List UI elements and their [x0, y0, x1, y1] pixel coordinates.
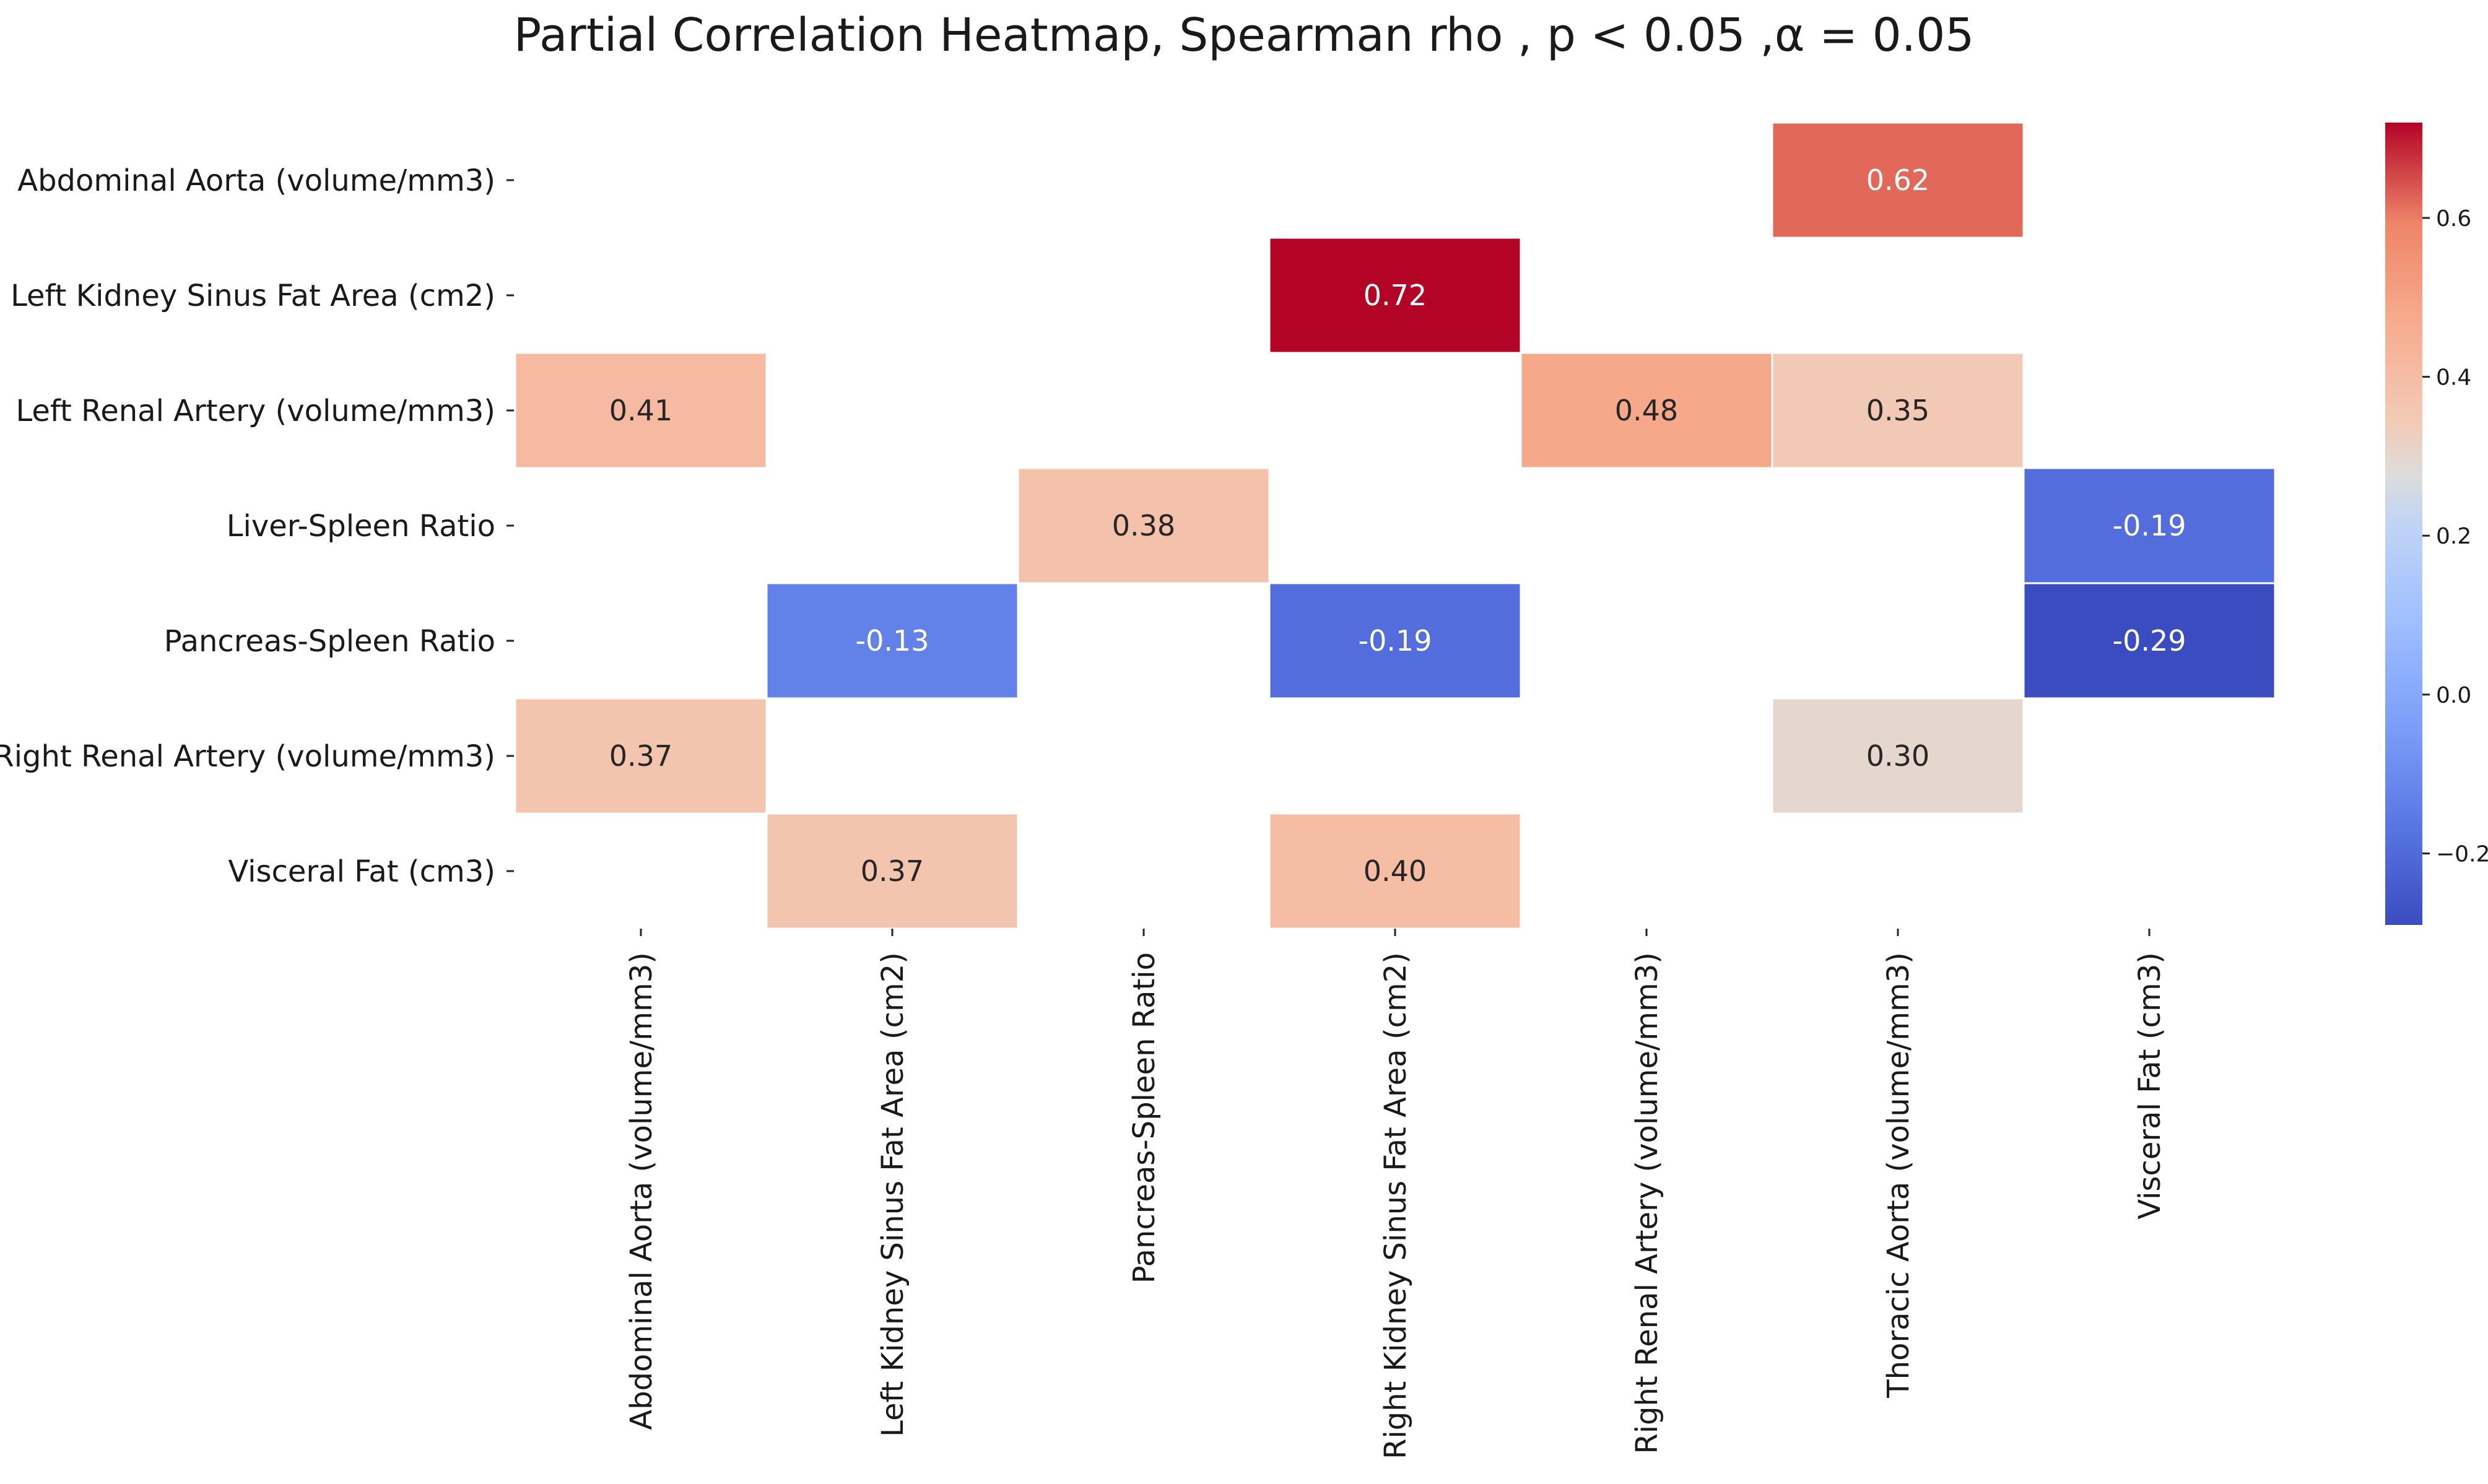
- row-label-liver-spleen-ratio: Liver-Spleen Ratio: [227, 509, 495, 544]
- heatmap-cell: [1771, 697, 2025, 815]
- row-label-left-renal-artery-volume-mm3: Left Renal Artery (volume/mm3): [15, 394, 495, 428]
- row-label-abdominal-aorta-volume-mm3: Abdominal Aorta (volume/mm3): [17, 163, 495, 198]
- cell-value-label: 0.35: [1866, 394, 1929, 427]
- heatmap-cell: [1017, 467, 1271, 584]
- heatmap-cell: [1771, 352, 2025, 469]
- row-labels: Abdominal Aorta (volume/mm3) Left Kidney …: [0, 163, 514, 889]
- heatmap-cell: [1268, 812, 1522, 930]
- cell-value-label: 0.48: [1615, 394, 1678, 427]
- cell-value-label: 0.37: [609, 739, 672, 773]
- heatmap-cell: [514, 352, 768, 469]
- heatmap-cell: [514, 697, 768, 815]
- cell-value-label: 0.37: [861, 854, 924, 888]
- row-label-right-renal-artery-volume-mm3: Right Renal Artery (volume/mm3): [0, 739, 495, 774]
- row-label-visceral-fat-cm3: Visceral Fat (cm3): [228, 854, 495, 889]
- heatmap-cell: [765, 582, 1019, 700]
- column-label-pancreas-spleen-ratio: Pancreas-Spleen Ratio: [1127, 952, 1162, 1283]
- colorbar: −0.2 0.0 0.2 0.4 0.6: [2385, 123, 2488, 925]
- colorbar-tick-label: −0.2: [2436, 842, 2488, 867]
- cell-value-label: -0.19: [1358, 624, 1432, 657]
- cell-value-label: 0.30: [1866, 739, 1929, 773]
- heatmap-cell: [1520, 352, 1773, 469]
- heatmap-cell: [1268, 582, 1522, 700]
- colorbar-gradient: [2385, 123, 2422, 925]
- cell-value-label: 0.40: [1364, 854, 1427, 888]
- cell-value-label: 0.62: [1866, 163, 1929, 197]
- cell-value-label: 0.38: [1112, 509, 1175, 542]
- column-label-left-kidney-sinus-fat-area-cm2: Left Kidney Sinus Fat Area (cm2): [876, 952, 910, 1437]
- heatmap-cells: 0.62 0.72 0.41 0.48 0.35 0.38 -0.19 -0.13 -0.19 -…: [514, 121, 2276, 930]
- cell-value-label: -0.13: [855, 624, 929, 657]
- column-label-right-kidney-sinus-fat-area-cm2: Right Kidney Sinus Fat Area (cm2): [1378, 952, 1413, 1459]
- column-label-thoracic-aorta-volume-mm3: Thoracic Aorta (volume/mm3): [1881, 952, 1916, 1399]
- heatmap-cell: [765, 812, 1019, 930]
- cell-value-label: 0.41: [609, 394, 672, 427]
- cell-value-label: 0.72: [1364, 279, 1427, 312]
- column-label-abdominal-aorta-volume-mm3: Abdominal Aorta (volume/mm3): [624, 952, 659, 1430]
- cell-value-label: -0.19: [2112, 509, 2186, 542]
- row-label-left-kidney-sinus-fat-area-cm2: Left Kidney Sinus Fat Area (cm2): [11, 279, 495, 313]
- colorbar-tick-label: 0.6: [2436, 206, 2471, 232]
- chart-title: Partial Correlation Heatmap, Spearman rh…: [514, 9, 1975, 62]
- row-label-pancreas-spleen-ratio: Pancreas-Spleen Ratio: [164, 624, 495, 659]
- heatmap-cell: [2022, 582, 2276, 700]
- column-label-visceral-fat-cm3: Visceral Fat (cm3): [2133, 952, 2167, 1220]
- column-labels: Abdominal Aorta (volume/mm3) Left Kidney …: [624, 929, 2167, 1459]
- colorbar-tick-label: 0.0: [2436, 683, 2471, 708]
- column-label-right-renal-artery-volume-mm3: Right Renal Artery (volume/mm3): [1630, 952, 1664, 1454]
- heatmap-cell: [1771, 121, 2025, 239]
- colorbar-tick-label: 0.2: [2436, 524, 2471, 549]
- cell-value-label: -0.29: [2112, 624, 2186, 657]
- heatmap-cell: [1268, 236, 1522, 354]
- colorbar-tick-label: 0.4: [2436, 365, 2471, 391]
